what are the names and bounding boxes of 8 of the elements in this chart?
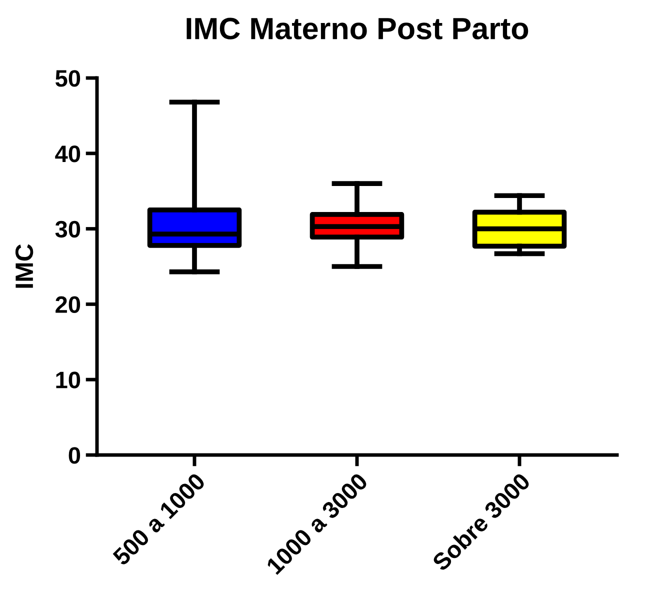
y-tick-label: 40	[55, 145, 80, 162]
y-tick-label: 30	[55, 220, 80, 238]
y-tick-label: 0	[68, 447, 80, 464]
y-tick-label: 10	[56, 372, 80, 388]
chart-title: IMC Materno Post Parto	[186, 18, 528, 40]
y-axis-title: IMC	[15, 244, 34, 288]
y-tick-label: 20	[56, 296, 80, 313]
y-tick-label: 50	[55, 70, 80, 87]
